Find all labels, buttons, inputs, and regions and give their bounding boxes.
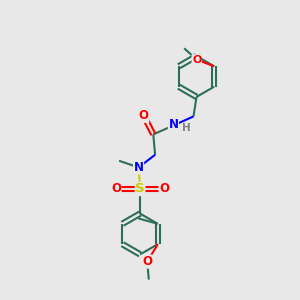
- Text: O: O: [159, 182, 169, 196]
- Text: O: O: [111, 182, 121, 196]
- Text: N: N: [134, 161, 144, 174]
- Text: N: N: [168, 118, 178, 131]
- Text: O: O: [142, 255, 152, 268]
- Text: H: H: [182, 123, 191, 134]
- Text: O: O: [139, 109, 149, 122]
- Text: O: O: [192, 55, 202, 65]
- Text: S: S: [135, 182, 145, 196]
